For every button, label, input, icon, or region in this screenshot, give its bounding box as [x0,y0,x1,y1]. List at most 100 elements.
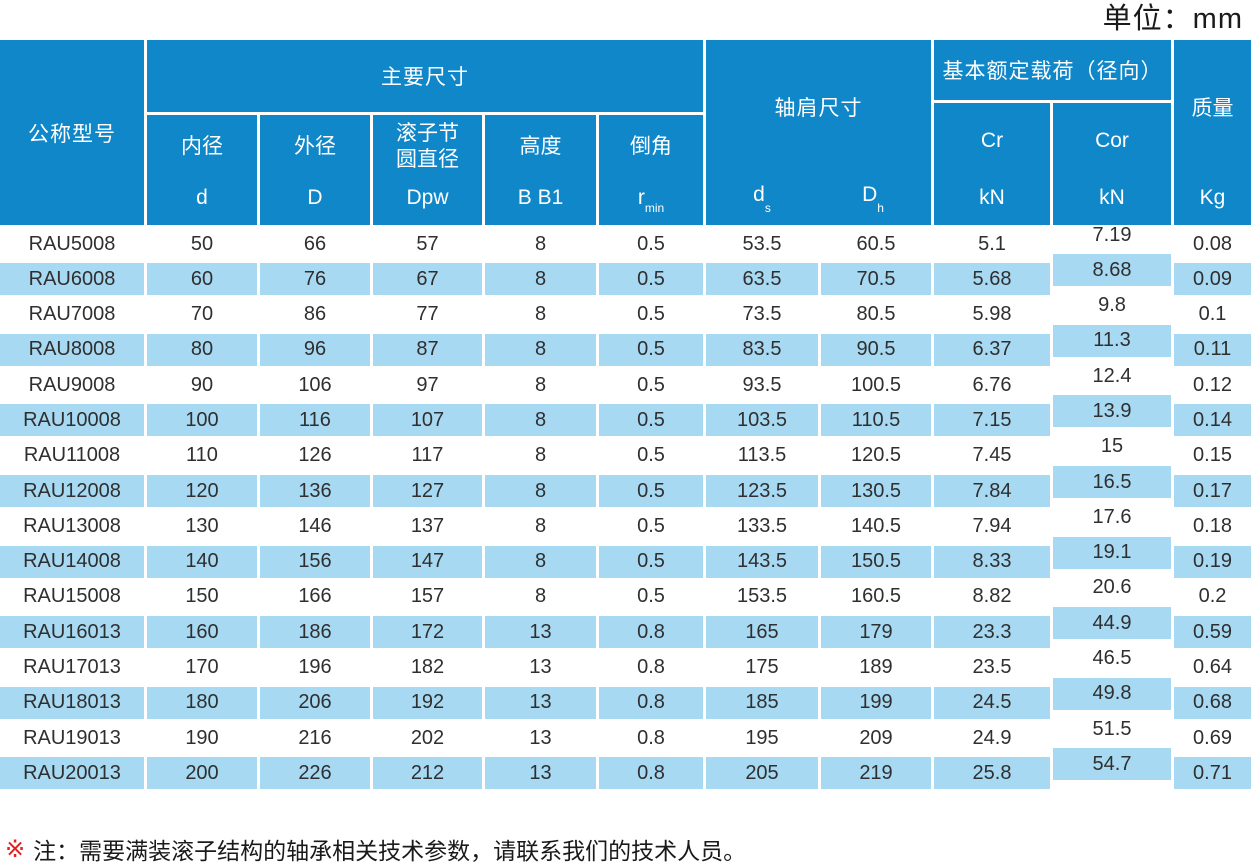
cell-height: 8 [534,514,547,537]
header-group-main-dimensions: 主要尺寸 内径 d 外径 D 滚子节 圆直径 Dpw 高度 B B1 [147,40,703,225]
cell-height: 8 [534,585,547,608]
header-chamfer-symbol: r min [599,179,703,225]
cell-pitch-diameter: 157 [410,585,445,608]
cell-pitch-diameter: 97 [416,373,439,396]
cell-mass: 0.08 [1193,232,1232,255]
footnote-text: 注：需要满装滚子结构的轴承相关技术参数，请联系我们的技术人员。 [33,838,747,864]
cell-chamfer: 0.8 [599,757,703,790]
cell-pitch-diameter: 107 [373,404,482,437]
cell-inner-diameter: 160 [147,616,257,649]
header-height-symbol: B B1 [517,186,564,209]
cell-chamfer: 0.5 [637,232,665,255]
cell-ds: 93.5 [742,373,782,396]
cell-cr: 23.3 [934,616,1050,649]
cell-cr: 5.98 [972,303,1012,326]
cell-height: 13 [485,616,596,649]
cell-mass: 0.59 [1174,616,1251,649]
cell-cor: 54.7 [1053,748,1171,781]
cell-chamfer: 0.5 [599,404,703,437]
cell-model: RAU14008 [0,545,144,578]
cell-mass: 0.19 [1174,545,1251,578]
cell-ds: 83.5 [706,333,818,366]
cell-cor: 51.5 [1092,717,1132,740]
header-outer-symbol: D [307,186,323,209]
cell-outer-diameter: 116 [260,404,370,437]
cell-height: 13 [485,686,596,719]
cell-mass: 0.12 [1193,373,1232,396]
ds-symbol-base: d [753,183,765,206]
table-row: RAU7008 70 86 77 8 0.5 73.5 80.5 5.98 9.… [0,294,1251,331]
cell-cr: 24.5 [934,686,1050,719]
cell-dh: 110.5 [821,404,931,437]
cell-dh: 209 [859,726,893,749]
cell-outer-diameter: 206 [260,686,370,719]
cell-mass: 0.1 [1198,303,1227,326]
cell-dh: 189 [859,656,893,679]
header-cor: Cor kN [1053,103,1171,225]
table-row: RAU18013 180 206 192 13 0.8 185 199 24.5… [0,677,1251,719]
spec-table: 公称型号 主要尺寸 内径 d 外径 D 滚子节 圆直径 Dpw 高度 [0,40,1251,793]
cell-ds: 103.5 [706,404,818,437]
cell-cr: 7.84 [934,475,1050,508]
cell-dh: 90.5 [821,333,931,366]
header-group-load-rating: 基本额定载荷（径向） Cr kN Cor kN [934,40,1171,225]
cell-pitch-diameter: 77 [416,303,439,326]
cell-cr: 7.45 [972,444,1012,467]
cell-inner-diameter: 140 [147,545,257,578]
cell-mass: 0.14 [1174,404,1251,437]
cell-model: RAU20013 [0,757,144,790]
cell-outer-diameter: 86 [303,303,327,326]
cell-dh: 120.5 [850,444,902,467]
cell-dh: 130.5 [821,475,931,508]
header-inner-diameter: 内径 d [147,115,257,225]
cell-chamfer: 0.5 [599,333,703,366]
cell-inner-diameter: 150 [185,585,219,608]
cell-ds: 153.5 [736,585,788,608]
table-row: RAU12008 120 136 127 8 0.5 123.5 130.5 7… [0,466,1251,508]
cell-ds: 73.5 [742,303,782,326]
footnote-asterisk: ※ [5,835,26,863]
cell-cor: 44.9 [1053,607,1171,640]
cell-ds: 205 [706,757,818,790]
cell-height: 8 [534,373,547,396]
cell-model: RAU11008 [23,444,121,467]
cell-inner-diameter: 120 [147,475,257,508]
header-model: 公称型号 [0,40,144,225]
header-load-label: 基本额定载荷（径向） [934,40,1171,100]
cell-cor: 13.9 [1053,395,1171,428]
table-row: RAU10008 100 116 107 8 0.5 103.5 110.5 7… [0,395,1251,437]
cell-height: 8 [485,263,596,296]
header-height-label: 高度 [519,134,562,158]
cell-chamfer: 0.8 [599,616,703,649]
cell-pitch-diameter: 182 [410,656,445,679]
cell-model: RAU17013 [23,656,121,679]
table-row: RAU14008 140 156 147 8 0.5 143.5 150.5 8… [0,536,1251,578]
table-row: RAU15008 150 166 157 8 0.5 153.5 160.5 8… [0,576,1251,613]
cell-chamfer: 0.5 [637,303,665,326]
cell-ds: 113.5 [737,444,787,467]
table-row: RAU6008 60 76 67 8 0.5 63.5 70.5 5.68 8.… [0,254,1251,296]
cell-ds: 133.5 [736,514,788,537]
cell-cor: 20.6 [1092,576,1132,599]
header-inner-symbol: d [196,186,208,209]
cell-pitch-diameter: 147 [373,545,482,578]
footnote: ※ 注：需要满装滚子结构的轴承相关技术参数，请联系我们的技术人员。 [5,832,746,866]
header-pitch-symbol: Dpw [406,186,449,209]
cell-cr: 25.8 [934,757,1050,790]
cell-outer-diameter: 136 [260,475,370,508]
cell-mass: 0.18 [1193,514,1232,537]
cell-pitch-diameter: 137 [410,514,445,537]
cell-pitch-diameter: 212 [373,757,482,790]
cell-cor: 11.3 [1053,324,1171,357]
ds-symbol-sub: s [764,201,771,215]
table-row: RAU8008 80 96 87 8 0.5 83.5 90.5 6.37 11… [0,324,1251,366]
header-height: 高度 B B1 [485,115,596,225]
header-outer-label: 外径 [294,134,336,158]
cell-mass: 0.69 [1193,726,1232,749]
cell-cr: 6.76 [972,373,1012,396]
cell-model: RAU13008 [23,514,121,537]
header-cr-label: Cr [980,128,1004,152]
cell-mass: 0.71 [1174,757,1251,790]
cell-height: 13 [485,757,596,790]
